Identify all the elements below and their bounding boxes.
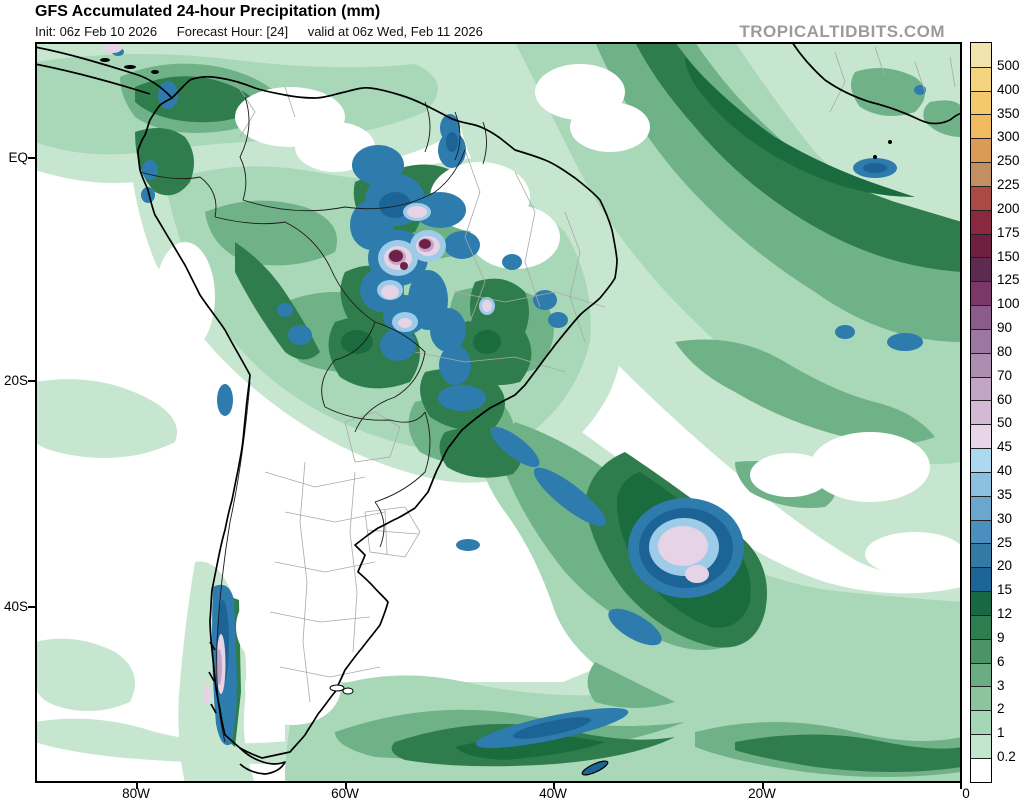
lat-tick <box>28 157 35 159</box>
colorbar-label: 35 <box>997 486 1013 502</box>
colorbar-segment <box>971 328 991 353</box>
colorbar-label: 250 <box>997 153 1020 169</box>
lat-tick <box>28 380 35 382</box>
colorbar-segment <box>971 424 991 449</box>
colorbar-segment <box>971 400 991 425</box>
lat-label: 20S <box>3 373 28 388</box>
lon-tick <box>345 783 347 789</box>
colorbar-label: 3 <box>997 677 1005 693</box>
site-watermark: TROPICALTIDBITS.COM <box>739 22 945 41</box>
lat-tick <box>28 606 35 608</box>
colorbar-label: 80 <box>997 343 1013 359</box>
lat-label: 40S <box>3 599 28 614</box>
colorbar-label: 90 <box>997 320 1013 336</box>
colorbar-segment <box>971 686 991 711</box>
colorbar-segment <box>971 591 991 615</box>
colorbar-label: 50 <box>997 415 1013 431</box>
colorbar-label: 45 <box>997 439 1013 455</box>
lon-label: 0 <box>962 786 970 800</box>
colorbar-label: 6 <box>997 653 1005 669</box>
colorbar-segment <box>971 162 991 186</box>
colorbar-segment <box>971 352 991 377</box>
lon-label: 40W <box>539 786 567 800</box>
colorbar-segment <box>971 543 991 568</box>
colorbar-label: 9 <box>997 629 1005 645</box>
colorbar-segment <box>971 638 991 663</box>
colorbar-label: 0.2 <box>997 749 1016 765</box>
colorbar-label: 225 <box>997 177 1020 193</box>
colorbar-segment <box>971 567 991 592</box>
colorbar-label: 300 <box>997 129 1020 145</box>
run-info: Init: 06z Feb 10 2026 Forecast Hour: [24… <box>35 24 499 39</box>
valid-time: valid at 06z Wed, Feb 11 2026 <box>307 24 483 39</box>
lon-label: 80W <box>122 786 150 800</box>
colorbar-segment <box>971 257 991 282</box>
map-frame <box>35 42 962 783</box>
islands <box>100 58 892 776</box>
colorbar-segment <box>971 710 991 735</box>
lon-label: 60W <box>331 786 359 800</box>
colorbar-segment <box>971 233 991 258</box>
colorbar-label: 20 <box>997 558 1013 574</box>
colorbar-segment <box>971 281 991 306</box>
colorbar-segment <box>971 471 991 496</box>
lon-tick <box>553 783 555 789</box>
lon-tick <box>762 783 764 789</box>
colorbar-label: 400 <box>997 81 1020 97</box>
lon-tick <box>960 783 962 789</box>
colorbar-segment <box>971 614 991 639</box>
colorbar <box>970 42 992 783</box>
colorbar-segment <box>971 734 991 758</box>
colorbar-label: 175 <box>997 224 1020 240</box>
map-border <box>35 42 962 783</box>
colorbar-label: 500 <box>997 57 1020 73</box>
colorbar-label: 40 <box>997 463 1013 479</box>
colorbar-label: 25 <box>997 534 1013 550</box>
precip-maroon <box>389 239 431 270</box>
colorbar-segment <box>971 495 991 520</box>
colorbar-segment <box>971 209 991 234</box>
colorbar-segment <box>971 185 991 210</box>
colorbar-segment <box>971 448 991 472</box>
colorbar-segment <box>971 43 991 67</box>
colorbar-segment <box>971 376 991 401</box>
colorbar-label: 150 <box>997 248 1020 264</box>
colorbar-label: 2 <box>997 701 1005 717</box>
colorbar-label: 30 <box>997 510 1013 526</box>
colorbar-segment <box>971 519 991 544</box>
lon-label: 20W <box>748 786 776 800</box>
coastline <box>35 42 962 775</box>
colorbar-segment <box>971 757 991 782</box>
init-time: Init: 06z Feb 10 2026 <box>35 24 158 39</box>
forecast-hour: Forecast Hour: [24] <box>176 24 289 39</box>
page-title: GFS Accumulated 24-hour Precipitation (m… <box>35 3 381 20</box>
colorbar-label: 125 <box>997 272 1020 288</box>
colorbar-label: 1 <box>997 725 1005 741</box>
colorbar-segment <box>971 90 991 115</box>
colorbar-segment <box>971 662 991 687</box>
colorbar-label: 200 <box>997 200 1020 216</box>
state-borders <box>234 46 956 703</box>
colorbar-segment <box>971 305 991 329</box>
lon-tick <box>136 783 138 789</box>
lat-label: EQ <box>8 150 28 165</box>
colorbar-segment <box>971 66 991 91</box>
colorbar-label: 60 <box>997 391 1013 407</box>
colorbar-label: 70 <box>997 367 1013 383</box>
colorbar-label: 100 <box>997 296 1020 312</box>
colorbar-label: 15 <box>997 582 1013 598</box>
colorbar-label: 350 <box>997 105 1020 121</box>
precipitation-map <box>35 42 962 783</box>
colorbar-label: 12 <box>997 606 1013 622</box>
colorbar-segment <box>971 138 991 163</box>
colorbar-segment <box>971 114 991 139</box>
